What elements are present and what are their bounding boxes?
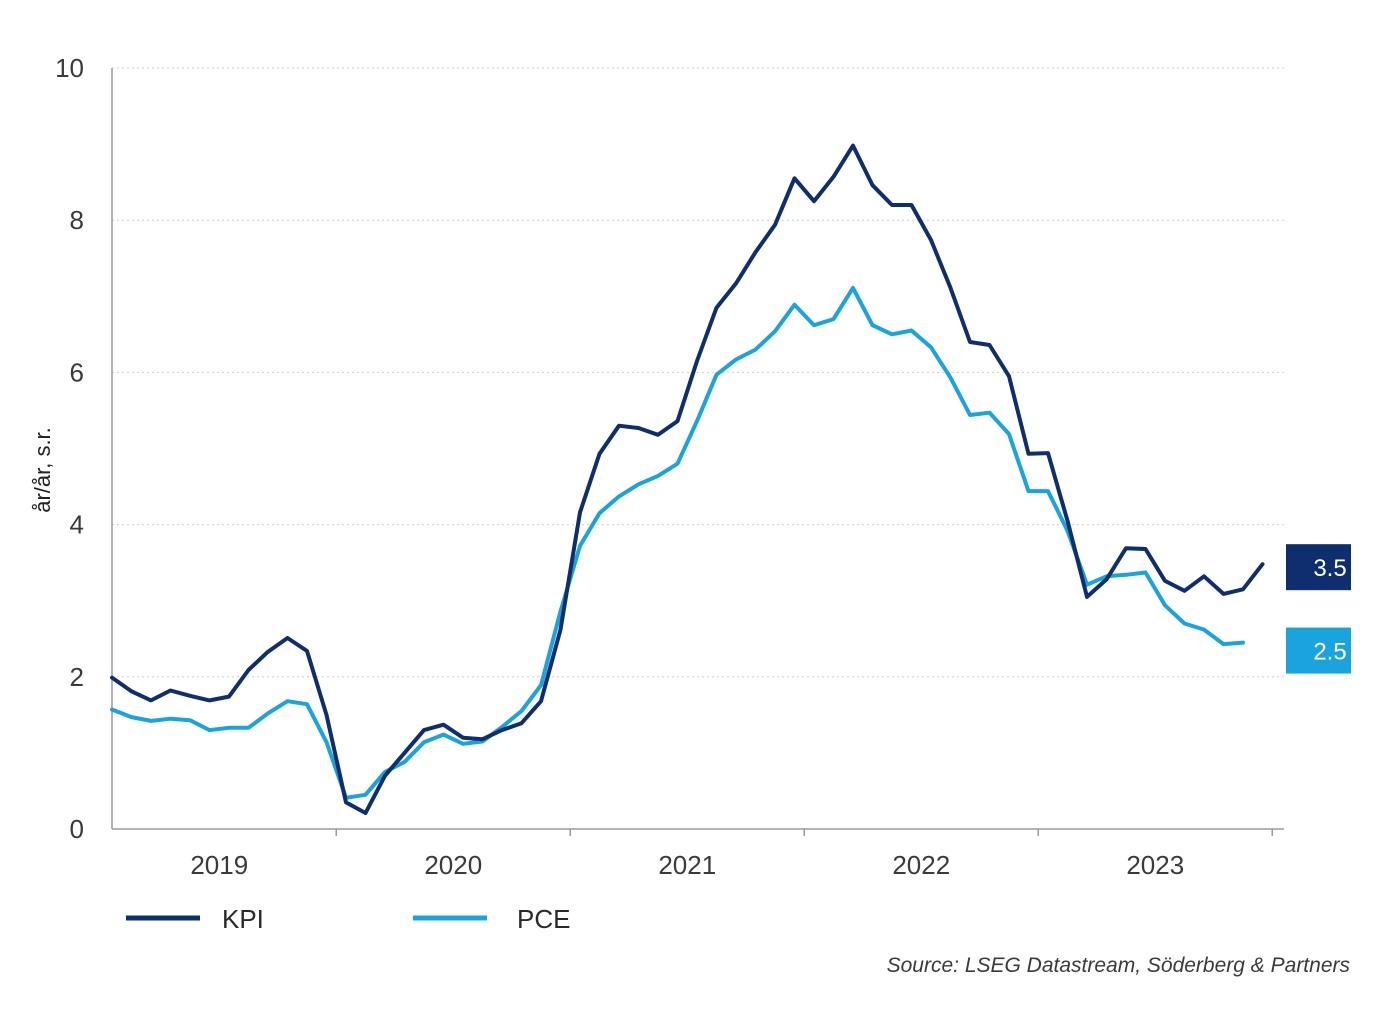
grid-lines xyxy=(112,67,1284,678)
end-label-box-pce xyxy=(1286,627,1351,674)
x-tick-label-2021: 2021 xyxy=(658,850,716,880)
x-tick-marks xyxy=(335,829,1273,836)
y-tick-label-4: 4 xyxy=(70,510,84,540)
y-tick-label-2: 2 xyxy=(70,662,84,692)
end-label-box-kpi xyxy=(1286,544,1351,591)
x-tick-label-2022: 2022 xyxy=(892,850,950,880)
y-tick-label-6: 6 xyxy=(70,357,84,387)
x-tick-labels: 2019 2020 2021 2022 2023 xyxy=(190,850,1184,880)
x-tick-label-2019: 2019 xyxy=(190,850,248,880)
legend-label-kpi: KPI xyxy=(222,904,264,934)
y-tick-labels: 0 2 4 6 8 10 xyxy=(55,53,84,844)
end-label-pce: 2.5 xyxy=(1313,639,1346,666)
y-axis-label: år/år, s.r. xyxy=(30,427,55,513)
y-tick-label-10: 10 xyxy=(55,53,84,83)
source-note: Source: LSEG Datastream, Söderberg & Par… xyxy=(887,954,1351,977)
series-line-kpi xyxy=(110,143,1265,815)
series-line-pce xyxy=(110,285,1245,800)
end-label-kpi: 3.5 xyxy=(1313,555,1346,582)
legend-label-pce: PCE xyxy=(517,904,570,934)
legend: KPI PCE xyxy=(126,904,570,934)
x-tick-label-2023: 2023 xyxy=(1126,850,1184,880)
series-lines xyxy=(110,143,1265,815)
x-tick-label-2020: 2020 xyxy=(424,850,482,880)
y-tick-label-8: 8 xyxy=(70,205,84,235)
y-tick-label-0: 0 xyxy=(70,814,84,844)
end-value-labels: 3.5 2.5 xyxy=(1286,544,1351,674)
